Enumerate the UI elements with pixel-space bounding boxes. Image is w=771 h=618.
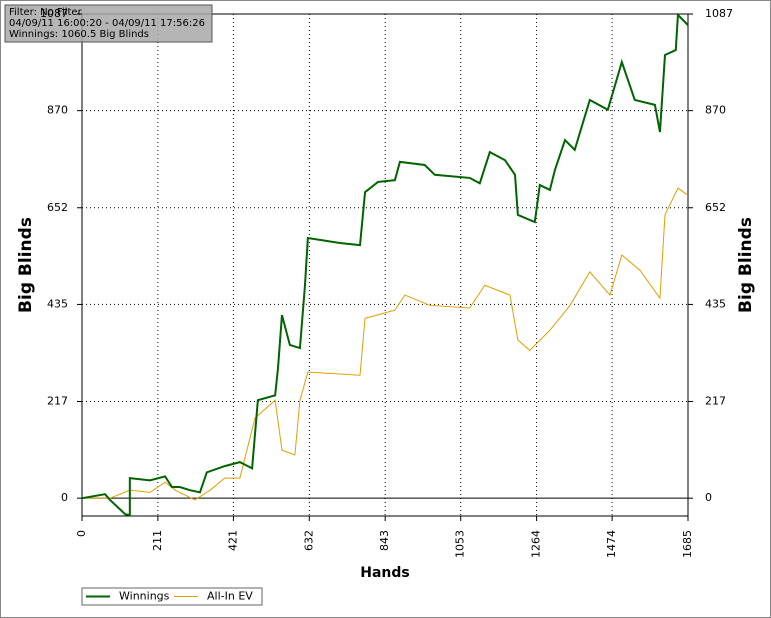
plot-area	[81, 13, 689, 517]
plot	[81, 12, 689, 517]
series-line	[82, 187, 689, 501]
y-tick-label: 0	[61, 491, 68, 504]
y-tick-label: 1087	[40, 7, 68, 20]
y2-axis-label: Big Blinds	[736, 217, 756, 313]
legend	[81, 587, 263, 606]
info-box	[4, 4, 213, 43]
x-tick-label: 1053	[454, 530, 467, 558]
y-axis-label: Big Blinds	[16, 217, 36, 313]
info-line: 04/09/11 16:00:20 - 04/09/11 17:56:26	[9, 18, 205, 29]
info-line: Winnings: 1060.5 Big Blinds	[9, 29, 149, 40]
y2-tick-label: 0	[705, 491, 712, 504]
y2-tick-label: 1087	[705, 7, 733, 20]
y-tick-label: 870	[47, 104, 68, 117]
x-tick-label: 843	[378, 530, 391, 551]
y2-tick-label: 870	[705, 104, 726, 117]
x-tick-label: 632	[302, 530, 315, 551]
y-tick-label: 217	[47, 395, 68, 408]
series-line	[81, 12, 689, 517]
x-tick-label: 1474	[605, 530, 618, 558]
y-tick-label: 435	[47, 297, 68, 310]
x-tick-label: 1685	[681, 530, 694, 558]
x-tick-label: 0	[75, 530, 88, 537]
y2-tick-label: 435	[705, 297, 726, 310]
x-tick-label: 421	[226, 530, 239, 551]
x-tick-label: 211	[151, 530, 164, 551]
info-line: Filter: No Filter	[9, 7, 83, 18]
y2-tick-label: 217	[705, 395, 726, 408]
x-tick-label: 1264	[530, 530, 543, 558]
x-axis-label: Hands	[360, 565, 410, 581]
y-tick-label: 652	[47, 201, 68, 214]
legend-label: All-In EV	[207, 590, 253, 603]
y2-tick-label: 652	[705, 201, 726, 214]
legend-label: Winnings	[119, 590, 170, 603]
